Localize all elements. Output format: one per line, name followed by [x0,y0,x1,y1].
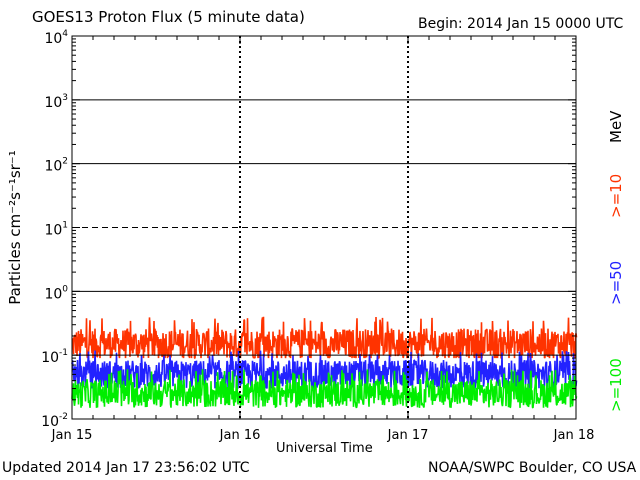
energy-unit-label: MeV [607,110,625,143]
y-tick-label: 102 [44,157,68,175]
y-tick-label: 104 [44,29,68,47]
y-tick-label: 10-1 [41,348,68,366]
x-tick-label-0: Jan 15 [51,428,93,443]
x-tick-label-3: Jan 18 [553,428,595,443]
legend-ge100: >=100 [607,358,625,412]
chart-title: GOES13 Proton Flux (5 minute data) [32,8,305,26]
x-tick-label-1: Jan 16 [219,428,261,443]
series-line-1 [71,350,578,390]
x-axis-label: Universal Time [276,441,373,456]
series-line-2 [71,369,578,409]
credit-label: NOAA/SWPC Boulder, CO USA [428,460,637,476]
y-axis-label: Particles cm⁻²s⁻¹sr⁻¹ [6,150,24,304]
y-tick-label: 101 [44,221,68,239]
y-tick-label: 100 [44,284,68,302]
updated-timestamp: Updated 2014 Jan 17 23:56:02 UTC [2,460,250,476]
legend-ge10: >=10 [607,173,625,218]
x-tick-label-2: Jan 17 [387,428,429,443]
legend-ge50: >=50 [607,260,625,305]
begin-date: Begin: 2014 Jan 15 0000 UTC [418,16,624,32]
series-line-0 [71,316,578,359]
y-tick-label: 103 [44,93,68,111]
y-tick-label: 10-2 [41,412,68,430]
